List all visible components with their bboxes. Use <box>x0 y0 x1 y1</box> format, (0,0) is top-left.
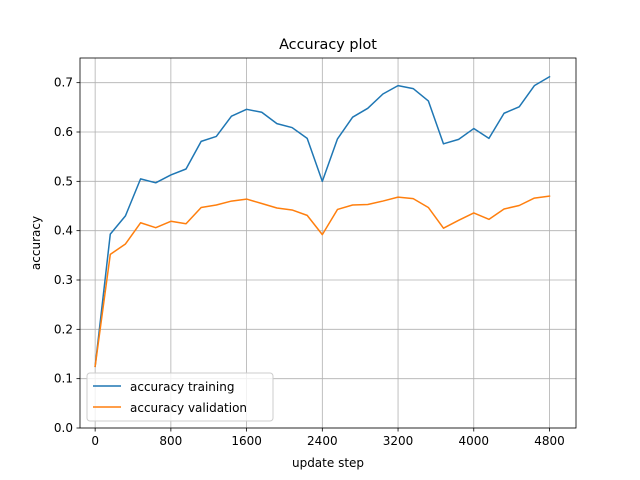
x-tick-label: 1600 <box>231 434 262 448</box>
x-axis-label: update step <box>292 456 364 470</box>
legend-box <box>86 372 274 422</box>
y-tick-label: 0.1 <box>54 372 73 386</box>
x-tick-label: 3200 <box>383 434 414 448</box>
plot-frame <box>79 57 577 429</box>
y-tick-label: 0.5 <box>54 174 73 188</box>
y-axis-ticks: 0.0 0.1 0.2 0.3 0.4 0.5 0.6 0.7 <box>54 76 80 435</box>
y-tick-label: 0.2 <box>54 322 73 336</box>
legend-label-training: accuracy training <box>130 380 234 394</box>
x-tick-label: 800 <box>159 434 182 448</box>
legend-label-validation: accuracy validation <box>130 401 247 415</box>
x-tick-label: 0 <box>91 434 99 448</box>
x-tick-label: 4000 <box>458 434 489 448</box>
y-tick-label: 0.3 <box>54 273 73 287</box>
legend: accuracy training accuracy validation <box>86 372 274 422</box>
series-line-validation <box>94 195 551 368</box>
x-tick-label: 2400 <box>307 434 338 448</box>
series-layer <box>94 75 551 368</box>
y-tick-label: 0.7 <box>54 76 73 90</box>
x-tick-label: 4800 <box>534 434 565 448</box>
y-tick-label: 0.6 <box>54 125 73 139</box>
y-axis-label: accuracy <box>29 216 43 270</box>
x-axis-ticks: 0 800 1600 2400 3200 4000 4800 <box>91 428 565 448</box>
series-line-training <box>94 75 551 368</box>
y-tick-label: 0.0 <box>54 421 73 435</box>
y-tick-label: 0.4 <box>54 224 73 238</box>
chart-title: Accuracy plot <box>279 37 377 53</box>
